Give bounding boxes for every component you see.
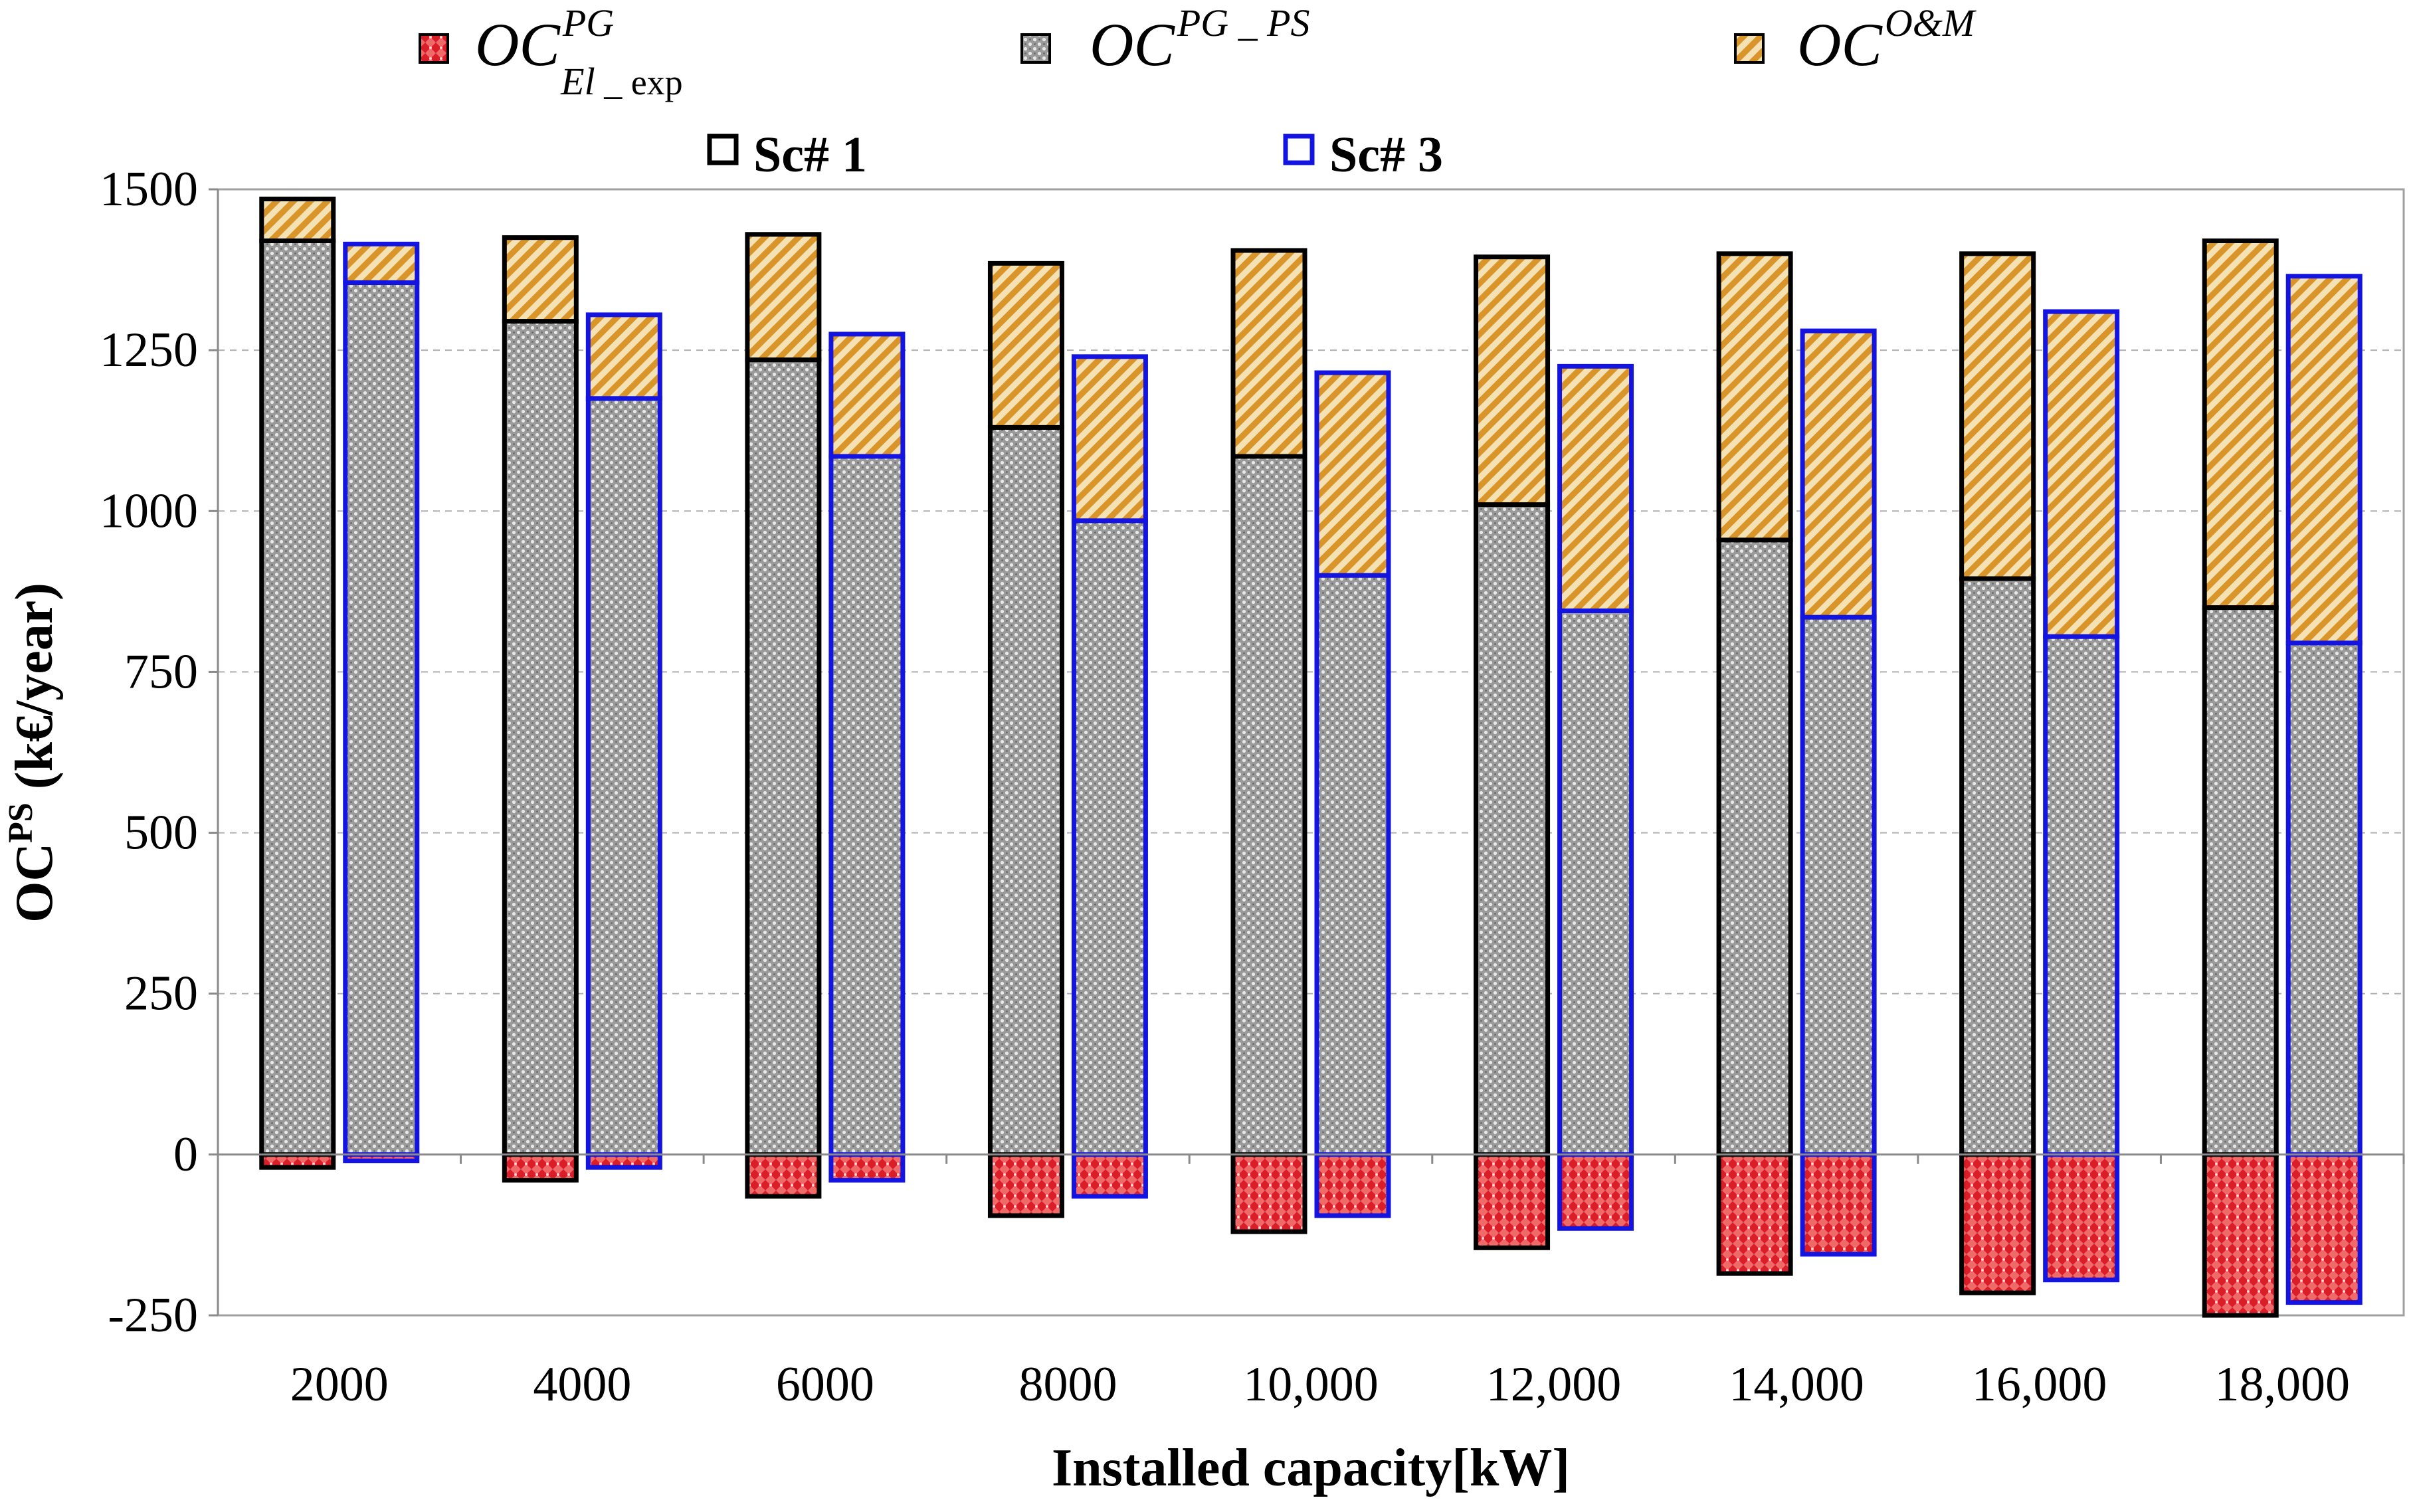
bar-sc1-pg-ps [259,238,336,1157]
legend-label-el-exp: OCPG El _ exp [475,1,683,103]
bar-sc3-el-exp [2285,1152,2363,1305]
legend-swatch-pg-ps [1020,33,1051,64]
y-tick-label: 1250 [100,323,198,377]
bar-layer [259,197,2363,1318]
bar-sc1-el-exp [1230,1152,1307,1234]
legend-components: OCPG El _ exp OCPG _ PS OCO&M [419,1,1977,103]
bar-sc1-el-exp [1474,1152,1551,1250]
bar-sc3-om [1314,370,1391,578]
bar-sc1-pg-ps [1959,576,2036,1157]
y-tick-label: 0 [173,1127,198,1182]
x-axis-title: Installed capacity[kW] [1052,1439,1570,1497]
bar-sc3-om [1800,328,1877,620]
bar-sc3-el-exp [1800,1152,1877,1257]
bar-sc1-pg-ps [1716,537,1793,1157]
legend-swatch-om [1734,33,1765,64]
legend-label-sc1: Sc# 1 [753,127,867,183]
legend-label-pg-ps: OCPG _ PS [1090,1,1310,78]
bar-sc1-om [1230,248,1307,459]
bar-sc1-om [987,260,1064,430]
plot-area [217,188,2405,1317]
y-tick-label: 1500 [100,162,198,217]
bar-sc1-pg-ps [502,319,579,1157]
bar-sc3-om [585,312,662,401]
x-tick-label: 14,000 [1729,1357,1864,1412]
x-tick-label: 2000 [290,1357,389,1412]
bar-sc3-pg-ps [585,396,662,1157]
bar-sc3-om [1557,363,1634,613]
x-tick-label: 12,000 [1486,1357,1622,1412]
bar-sc3-pg-ps [1557,608,1634,1157]
bar-sc1-el-exp [987,1152,1064,1218]
bar-sc3-om [2285,274,2363,646]
legend-swatch-sc1 [707,134,739,165]
bar-sc3-el-exp [1557,1152,1634,1231]
y-tick-label: 250 [124,967,198,1021]
bar-sc1-om [1716,251,1793,543]
bar-sc3-el-exp [1071,1152,1148,1199]
bar-sc3-el-exp [2043,1152,2120,1283]
bar-sc3-pg-ps [2285,640,2363,1157]
bar-sc1-om [745,232,822,363]
bar-sc3-pg-ps [1800,614,1877,1157]
x-tick-label: 18,000 [2214,1357,2350,1412]
bar-sc1-pg-ps [2202,605,2279,1157]
y-tick-label: 750 [124,644,198,699]
bar-sc1-om [259,197,336,243]
bar-sc3-pg-ps [828,454,906,1157]
y-tick-label: 1000 [100,484,198,538]
y-axis-title: OCPS (k€/year) [2,583,64,923]
legend-label-sc3: Sc# 3 [1329,127,1443,183]
bar-sc1-pg-ps [987,425,1064,1157]
bar-sc1-el-exp [502,1152,579,1183]
bar-sc1-om [1474,254,1551,508]
x-tick-label: 16,000 [1972,1357,2107,1412]
tick-layer: -250 0 250 500 750 1000 1250 1500 2000 4000 6000 80… [100,162,2405,1412]
grid-layer [218,349,2404,994]
legend-swatch-sc3 [1283,134,1315,165]
bar-sc1-om [1959,251,2036,581]
x-tick-label: 10,000 [1243,1357,1379,1412]
bar-sc3-om [828,331,906,459]
legend-scenarios: Sc# 1 Sc# 3 [707,127,1443,183]
x-tick-label: 6000 [776,1357,874,1412]
bar-sc3-pg-ps [1314,573,1391,1157]
bar-sc1-om [502,235,579,324]
legend-swatch-el-exp [419,33,449,64]
bar-sc1-el-exp [745,1152,822,1199]
bar-sc3-pg-ps [2043,634,2120,1157]
y-tick-label: 500 [124,806,198,860]
bar-sc3-om [343,241,420,285]
bar-sc1-el-exp [1959,1152,2036,1295]
bar-sc1-pg-ps [745,357,822,1157]
y-tick-label: -250 [108,1288,198,1343]
bar-sc1-pg-ps [1230,454,1307,1157]
x-tick-label: 8000 [1018,1357,1117,1412]
bar-sc3-om [2043,309,2120,639]
bar-sc3-el-exp [828,1152,906,1183]
bar-sc1-pg-ps [1474,502,1551,1157]
bar-sc1-om [2202,238,2279,611]
bar-sc1-el-exp [2202,1152,2279,1318]
x-tick-label: 4000 [533,1357,631,1412]
bar-sc1-el-exp [1716,1152,1793,1276]
bar-sc3-om [1071,354,1148,523]
legend-label-om: OCO&M [1797,1,1977,78]
bar-sc3-el-exp [1314,1152,1391,1218]
bar-sc3-pg-ps [343,280,420,1157]
bar-sc3-pg-ps [1071,518,1148,1157]
